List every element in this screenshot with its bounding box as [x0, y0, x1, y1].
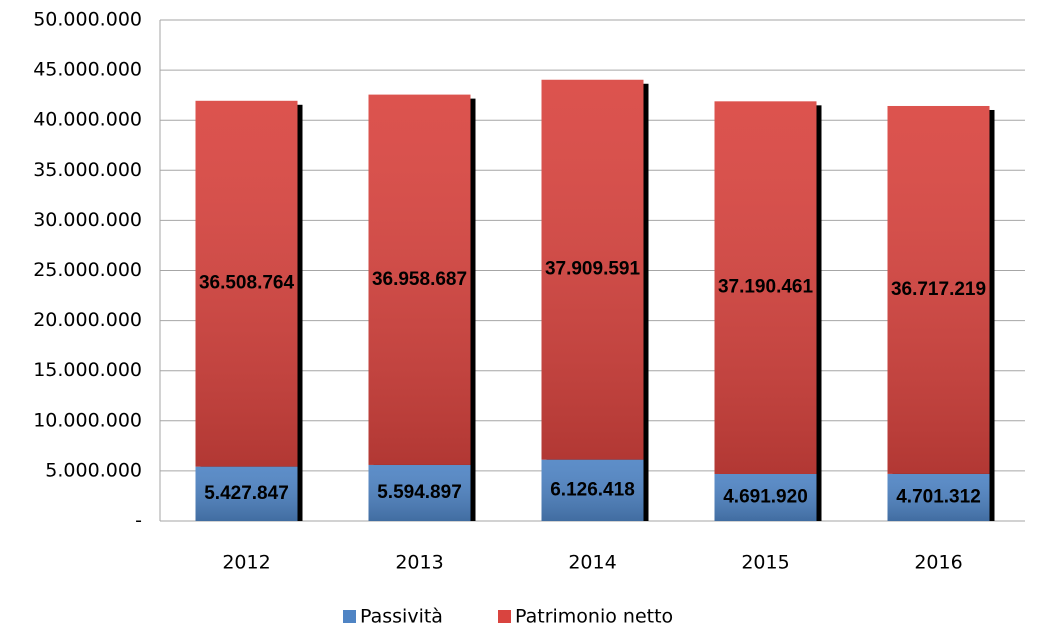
- bar-shade: [887, 105, 990, 474]
- bar-shade: [195, 100, 298, 467]
- data-label: 5.594.897: [377, 482, 462, 503]
- y-tick-label: 50.000.000: [33, 9, 142, 31]
- bar-shade: [195, 466, 298, 521]
- x-tick-label: 2014: [568, 552, 616, 574]
- data-label: 4.691.920: [723, 487, 808, 508]
- y-tick-label: 15.000.000: [33, 359, 142, 381]
- data-label: 6.126.418: [550, 479, 635, 500]
- x-tick-label: 2012: [222, 552, 270, 574]
- y-tick-label: 45.000.000: [33, 59, 142, 81]
- bar-shade: [541, 459, 644, 521]
- y-tick-label: 35.000.000: [33, 159, 142, 181]
- data-label: 5.427.847: [204, 483, 289, 504]
- data-label: 36.508.764: [199, 273, 295, 294]
- data-label: 4.701.312: [896, 486, 981, 507]
- legend-swatch: [343, 610, 356, 623]
- legend-label: Patrimonio netto: [515, 606, 673, 628]
- legend-label: Passività: [360, 606, 443, 628]
- bar-shade: [368, 94, 471, 465]
- y-tick-label: 40.000.000: [33, 109, 142, 131]
- x-tick-label: 2013: [395, 552, 443, 574]
- y-tick-label: 5.000.000: [45, 459, 142, 481]
- y-tick-label: 30.000.000: [33, 209, 142, 231]
- y-tick-label: -: [135, 510, 142, 532]
- bar-shade: [714, 101, 817, 474]
- bar-shade: [714, 473, 817, 521]
- x-tick-label: 2016: [914, 552, 962, 574]
- y-tick-label: 20.000.000: [33, 309, 142, 331]
- bar-shade: [541, 79, 644, 460]
- data-label: 37.190.461: [718, 277, 814, 298]
- bar-shade: [368, 464, 471, 521]
- data-label: 36.717.219: [891, 279, 986, 300]
- data-label: 37.909.591: [545, 259, 641, 280]
- bar-shade: [887, 473, 990, 521]
- y-tick-label: 25.000.000: [33, 259, 142, 281]
- data-label: 36.958.687: [372, 269, 467, 290]
- x-tick-label: 2015: [741, 552, 789, 574]
- y-tick-label: 10.000.000: [33, 409, 142, 431]
- legend-swatch: [498, 610, 511, 623]
